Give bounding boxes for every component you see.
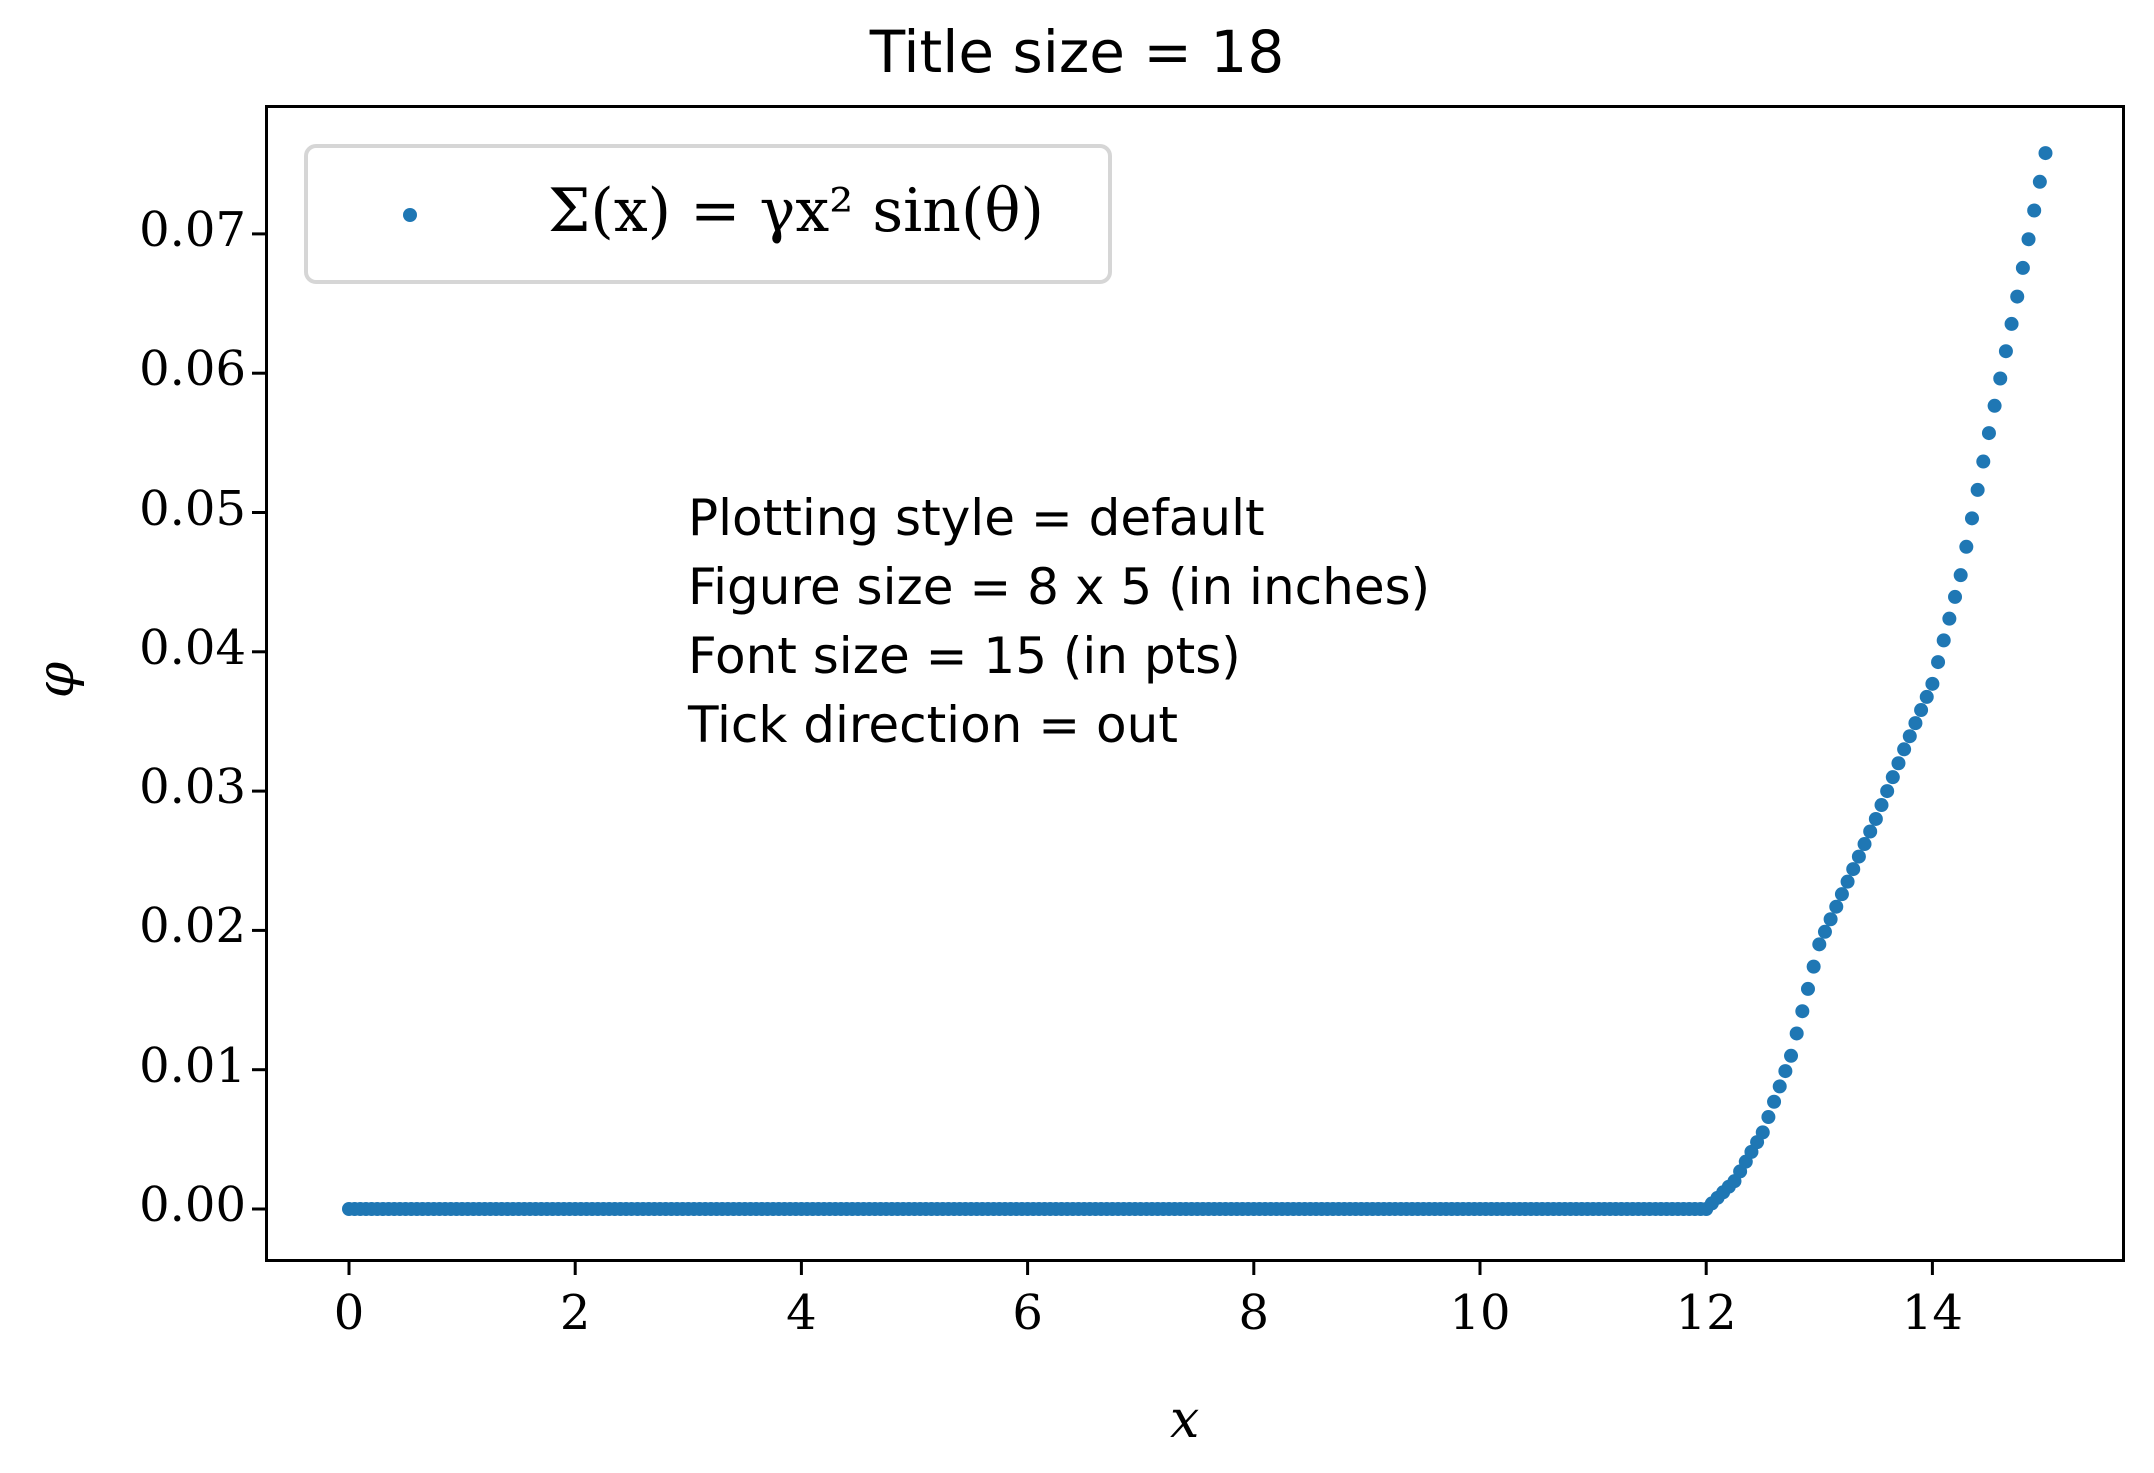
legend-marker-dot-icon — [403, 208, 417, 222]
legend: Σ(x) = γx² sin(θ) — [304, 144, 1112, 284]
x-tick-label: 10 — [1449, 1285, 1511, 1341]
x-tick-label: 2 — [559, 1285, 591, 1341]
plot-area — [265, 105, 2125, 1262]
y-ticks — [252, 232, 266, 1211]
annotation-line: Font size = 15 (in pts) — [688, 627, 1241, 685]
y-tick-label: 0.04 — [139, 619, 246, 676]
x-tick-label: 4 — [786, 1285, 817, 1341]
y-tick-label: 0.05 — [139, 480, 246, 537]
y-axis-label: φ — [26, 661, 87, 699]
y-tick-label: 0.03 — [139, 759, 246, 816]
y-tick-label: 0.01 — [139, 1037, 246, 1094]
y-tick-label: 0.00 — [139, 1177, 246, 1233]
x-tick-label: 8 — [1238, 1285, 1270, 1341]
x-axis-label: x — [1170, 1390, 1200, 1450]
x-ticks — [347, 1261, 1934, 1275]
legend-label: Σ(x) = γx² sin(θ) — [548, 176, 1044, 246]
y-tick-label: 0.07 — [139, 201, 246, 258]
annotation-line: Tick direction = out — [688, 696, 1178, 754]
chart-title: Title size = 18 — [869, 18, 1285, 86]
annotation-line: Plotting style = default — [688, 489, 1265, 547]
annotation-text: Plotting style = default Figure size = 8… — [688, 484, 1430, 760]
x-tick-label: 6 — [1012, 1285, 1043, 1341]
x-tick-label: 14 — [1901, 1285, 1963, 1341]
x-tick-label: 0 — [333, 1285, 365, 1341]
annotation-line: Figure size = 8 x 5 (in inches) — [688, 558, 1431, 616]
y-tick-label: 0.02 — [139, 898, 246, 955]
x-tick-label: 12 — [1675, 1285, 1737, 1341]
y-tick-label: 0.06 — [139, 341, 246, 398]
data-points — [342, 146, 2053, 1216]
